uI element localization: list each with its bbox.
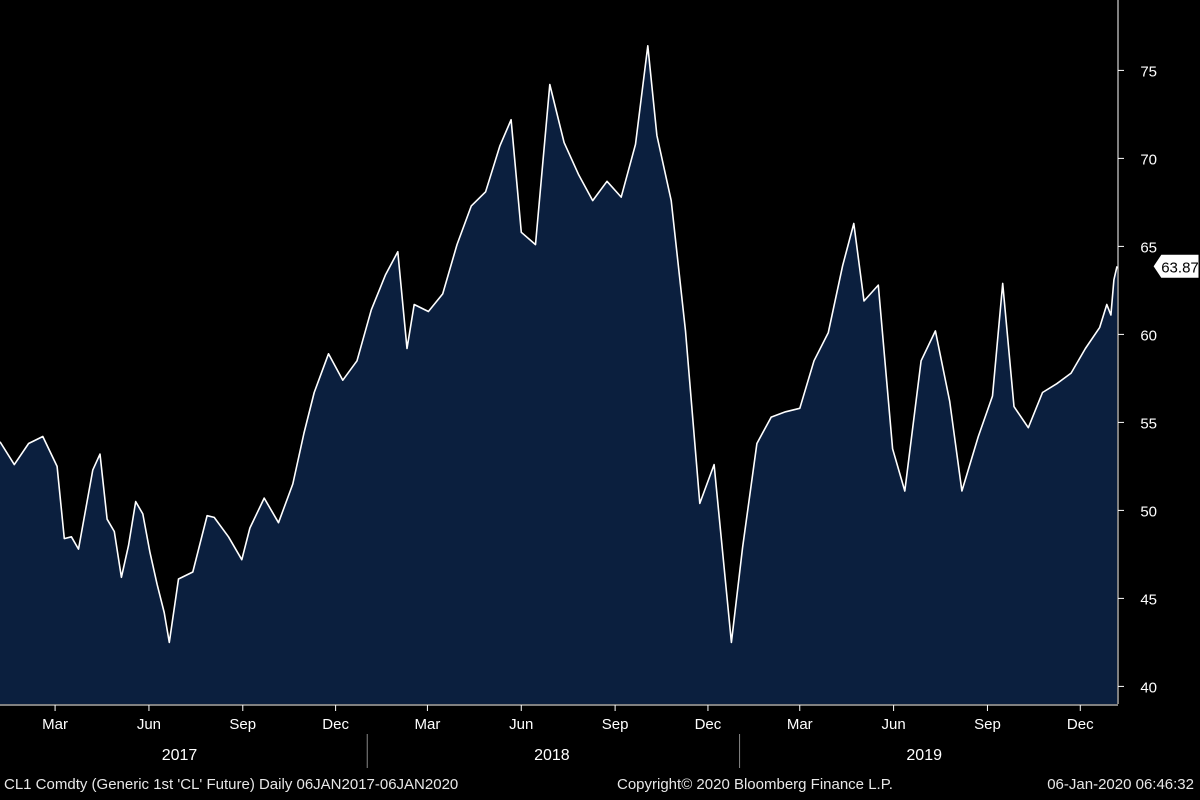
y-tick-label: 60 [1140,327,1157,344]
x-tick-label: Jun [509,716,533,733]
y-tick-label: 55 [1140,415,1157,432]
x-tick-label: Sep [229,716,256,733]
x-axis: Mar Jun Sep Dec Mar Jun Sep Dec Mar Jun Sep Dec 2017… [0,704,1118,768]
footer-bar: CL1 Comdty (Generic 1st 'CL' Future) Dai… [0,770,1200,800]
price-line [0,45,1118,644]
y-tick-label: 70 [1140,151,1157,168]
last-value-label: 63.87 [1161,259,1199,276]
x-tick-label: Mar [787,716,813,733]
year-label: 2018 [534,747,570,764]
y-tick-label: 50 [1140,503,1157,520]
y-axis: 40 45 50 55 60 65 70 75 [1117,0,1157,704]
year-label: 2017 [162,747,198,764]
y-tick-label: 40 [1140,679,1157,696]
x-tick-label: Mar [42,716,68,733]
security-description: CL1 Comdty (Generic 1st 'CL' Future) Dai… [4,776,459,793]
x-tick-label: Dec [322,716,349,733]
price-chart: 40 45 50 55 60 65 70 75 Mar Jun Sep Dec Mar Jun Sep De… [0,0,1200,770]
y-tick-label: 65 [1140,239,1157,256]
x-tick-label: Jun [882,716,906,733]
year-label: 2019 [906,747,942,764]
y-tick-label: 45 [1140,591,1157,608]
x-tick-label: Dec [695,716,722,733]
x-tick-label: Sep [974,716,1001,733]
x-tick-label: Jun [137,716,161,733]
x-tick-label: Mar [414,716,440,733]
y-tick-label: 75 [1140,63,1157,80]
x-tick-label: Sep [602,716,629,733]
timestamp: 06-Jan-2020 06:46:32 [1047,776,1194,793]
last-value-marker: 63.87 [1152,253,1200,279]
last-value-tag [1152,253,1200,279]
copyright-notice: Copyright© 2020 Bloomberg Finance L.P. [617,776,893,793]
price-area-fill [0,45,1117,705]
x-tick-label: Dec [1067,716,1094,733]
